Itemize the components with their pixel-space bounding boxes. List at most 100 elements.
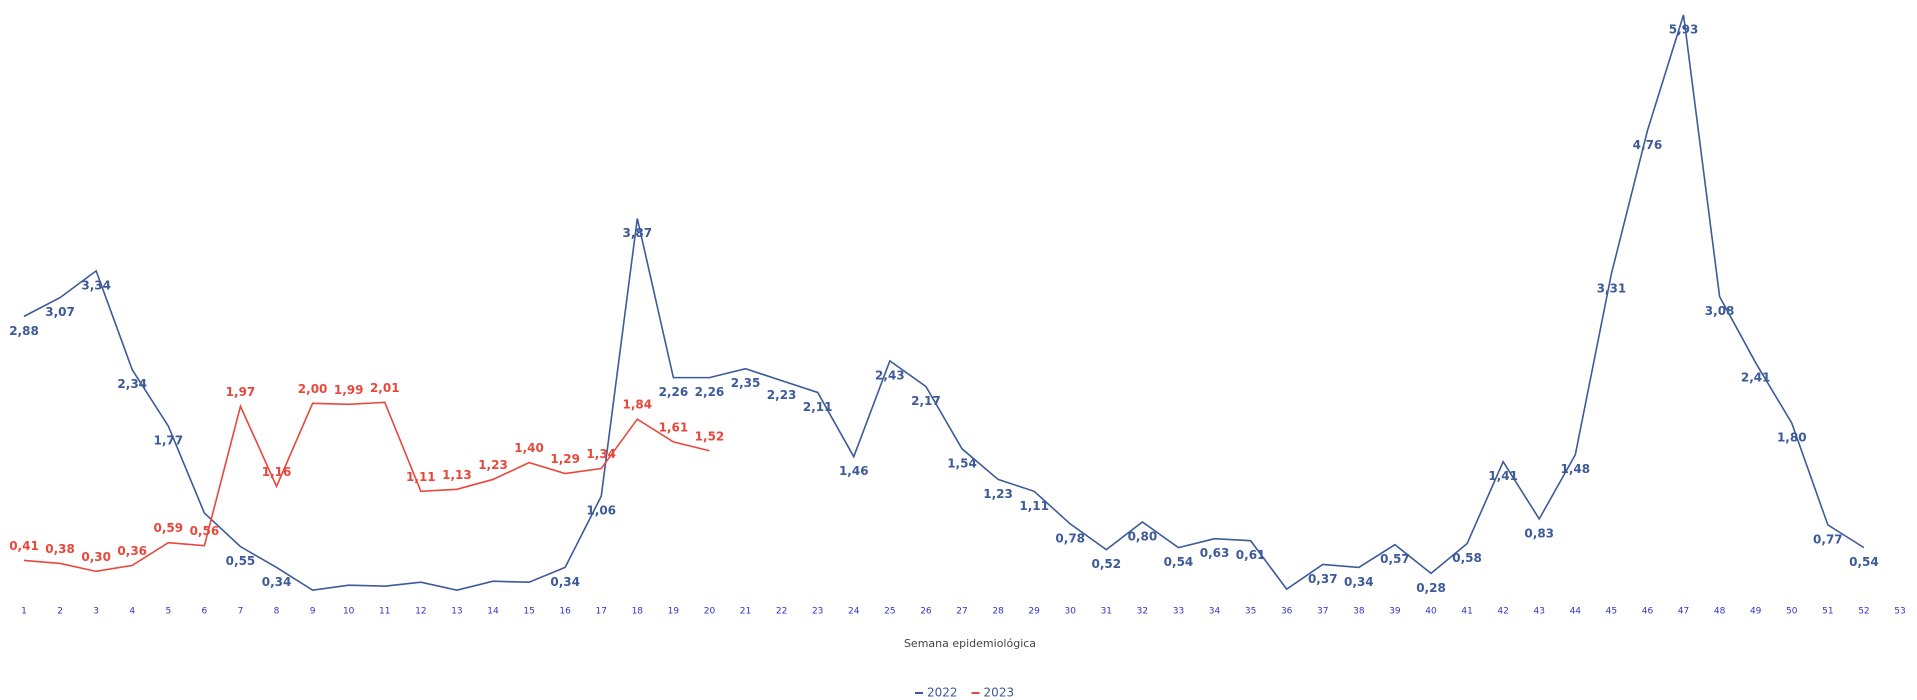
data-label: 2,88 [9,324,39,338]
x-tick-label: 9 [310,607,316,617]
data-label: 1,06 [586,504,616,518]
x-tick-label: 33 [1173,607,1184,617]
x-tick-label: 35 [1245,607,1256,617]
data-label: 0,54 [1164,555,1194,569]
data-label: 1,84 [623,398,653,412]
data-label: 1,99 [334,383,364,397]
x-tick-label: 44 [1570,607,1582,617]
data-label: 1,52 [695,429,725,443]
x-tick-label: 30 [1065,607,1077,617]
x-tick-label: 26 [920,607,932,617]
x-tick-label: 2 [57,607,63,617]
x-tick-label: 43 [1534,607,1545,617]
data-label: 1,48 [1561,462,1591,476]
x-tick-label: 7 [238,607,244,617]
data-label: 0,54 [1849,555,1879,569]
x-tick-label: 6 [202,607,208,617]
data-label: 1,13 [442,468,472,482]
x-tick-label: 18 [632,607,644,617]
x-tick-label: 25 [884,607,895,617]
x-tick-label: 42 [1497,607,1508,617]
x-tick-label: 15 [523,607,534,617]
data-label: 1,97 [226,385,256,399]
data-label: 0,58 [1452,551,1482,565]
x-tick-label: 49 [1750,607,1762,617]
x-tick-label: 12 [415,607,426,617]
x-tick-label: 11 [379,607,390,617]
x-tick-label: 17 [596,607,607,617]
x-tick-label: 52 [1858,607,1869,617]
data-label: 0,63 [1200,546,1230,560]
data-label: 0,83 [1524,526,1554,540]
x-tick-label: 13 [451,607,462,617]
x-tick-label: 29 [1028,607,1040,617]
x-tick-label: 10 [343,607,355,617]
data-label: 4,76 [1633,138,1663,152]
data-label: 1,23 [478,458,508,472]
data-label: 1,77 [154,434,184,448]
data-label: 3,07 [45,305,75,319]
data-label: 0,52 [1092,557,1122,571]
x-tick-label: 5 [165,607,171,617]
x-tick-label: 23 [812,607,823,617]
data-label: 0,61 [1236,548,1266,562]
data-label: 2,00 [298,382,328,396]
x-tick-label: 46 [1642,607,1654,617]
data-label: 1,41 [1488,469,1518,483]
data-label: 0,34 [262,575,292,589]
x-tick-label: 36 [1281,607,1293,617]
x-tick-label: 1 [21,607,27,617]
x-tick-label: 8 [274,607,280,617]
data-label: 2,01 [370,381,400,395]
data-label: 0,77 [1813,532,1843,546]
data-label: 1,61 [659,420,689,434]
x-tick-label: 4 [129,607,135,617]
data-label: 3,87 [623,226,653,240]
data-label: 0,57 [1380,552,1410,566]
data-label: 1,23 [983,487,1013,501]
x-tick-label: 41 [1461,607,1472,617]
x-tick-label: 45 [1606,607,1617,617]
x-tick-label: 53 [1894,607,1905,617]
data-label: 0,55 [226,554,256,568]
data-label: 0,80 [1128,529,1158,543]
x-tick-label: 40 [1425,607,1437,617]
x-tick-label: 22 [776,607,787,617]
data-label: 0,34 [550,575,580,589]
x-tick-label: 20 [704,607,716,617]
data-label: 1,34 [586,447,616,461]
legend-label: 2022 [927,686,958,700]
line [23,14,1865,591]
data-label: 1,54 [947,456,977,470]
legend-label: 2023 [984,686,1015,700]
x-tick-label: 37 [1317,607,1328,617]
data-label: 1,80 [1777,431,1807,445]
x-tick-label: 16 [559,607,571,617]
data-label: 0,56 [190,524,220,538]
line [23,401,710,573]
data-label: 1,40 [514,441,544,455]
x-axis-label: Semana epidemiológica [904,637,1036,650]
data-label: 2,35 [731,376,761,390]
data-label: 2,23 [767,388,797,402]
data-label: 0,78 [1055,531,1085,545]
x-tick-label: 24 [848,607,860,617]
data-label: 2,11 [803,400,833,414]
x-tick-label: 21 [740,607,751,617]
data-label: 2,26 [659,385,689,399]
data-label: 3,31 [1597,281,1627,295]
x-tick-label: 32 [1137,607,1148,617]
data-label: 0,59 [154,521,184,535]
x-tick-label: 38 [1353,607,1365,617]
x-tick-label: 34 [1209,607,1221,617]
data-label: 5,93 [1669,22,1699,36]
data-label: 0,37 [1308,572,1338,586]
data-label: 0,41 [9,539,39,553]
data-label: 1,29 [550,452,580,466]
data-label: 1,46 [839,464,869,478]
data-label: 2,43 [875,368,905,382]
x-tick-label: 19 [668,607,680,617]
data-label: 0,36 [117,544,147,558]
x-tick-label: 50 [1786,607,1798,617]
